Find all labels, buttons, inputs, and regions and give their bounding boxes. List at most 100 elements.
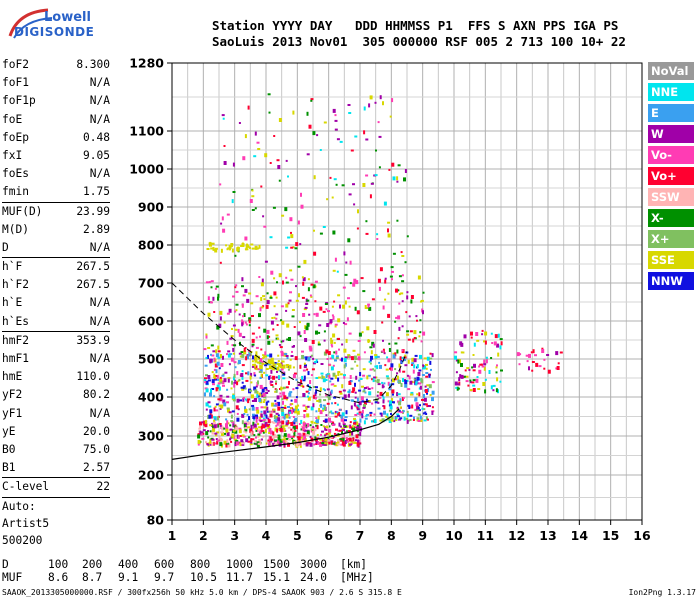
echo-point: [215, 434, 218, 437]
echo-point: [219, 310, 223, 315]
echo-point: [404, 169, 407, 173]
echo-point: [371, 378, 374, 381]
echo-point: [394, 352, 397, 357]
echo-point: [233, 425, 236, 428]
echo-point: [355, 439, 357, 442]
echo-point: [287, 412, 290, 417]
echo-point: [319, 441, 322, 444]
echo-point: [261, 278, 264, 283]
echo-point: [391, 270, 394, 273]
echo-point: [472, 388, 476, 392]
echo-point: [271, 421, 274, 423]
echo-point: [291, 345, 295, 348]
echo-point: [326, 388, 330, 391]
echo-point: [214, 375, 218, 377]
echo-point: [244, 236, 248, 241]
echo-point: [377, 391, 379, 394]
echo-point: [497, 389, 499, 394]
echo-point: [211, 388, 215, 390]
y-tick-label: 200: [138, 468, 164, 483]
echo-point: [358, 413, 362, 416]
echo-point: [251, 195, 255, 198]
echo-point: [273, 419, 276, 422]
echo-point: [339, 140, 343, 143]
echo-point: [214, 432, 218, 435]
echo-point: [249, 199, 253, 203]
echo-point: [424, 411, 427, 414]
echo-point: [231, 344, 234, 347]
echo-point: [277, 165, 281, 169]
echo-point: [475, 332, 479, 336]
echo-point: [326, 395, 329, 398]
echo-point: [422, 291, 425, 294]
echo-point: [379, 391, 383, 396]
echo-point: [237, 246, 240, 251]
echo-point: [367, 303, 370, 308]
echo-point: [278, 423, 281, 428]
echo-point: [263, 410, 267, 415]
echo-point: [291, 309, 295, 311]
echo-point: [324, 303, 328, 305]
echo-point: [343, 358, 347, 362]
echo-point: [351, 390, 355, 393]
echo-point: [383, 352, 386, 355]
echo-point: [204, 379, 206, 382]
echo-point: [297, 404, 300, 407]
echo-point: [365, 220, 368, 223]
echo-point: [233, 438, 237, 441]
echo-point: [353, 203, 356, 206]
echo-point: [307, 371, 310, 376]
echo-point: [246, 243, 248, 246]
echo-point: [308, 124, 312, 129]
param-name: hmF1: [2, 352, 29, 365]
echo-point: [382, 399, 385, 404]
echo-point: [213, 376, 217, 379]
echo-point: [409, 330, 413, 333]
echo-point: [469, 379, 472, 382]
echo-point: [235, 284, 238, 287]
echo-point: [254, 131, 257, 136]
echo-point: [268, 432, 271, 434]
echo-point: [255, 351, 258, 356]
param-name: foEp: [2, 130, 29, 144]
echo-point: [429, 357, 433, 360]
echo-point: [241, 386, 245, 391]
echo-point: [241, 381, 244, 384]
muf-table-cell: 3000: [300, 558, 327, 571]
echo-point: [494, 334, 498, 339]
echo-point: [270, 410, 273, 413]
echo-point: [241, 243, 245, 247]
echo-point: [460, 363, 463, 367]
echo-point: [272, 421, 276, 424]
echo-point: [391, 278, 393, 281]
echo-point: [234, 366, 237, 369]
echo-point: [361, 385, 364, 388]
echo-point: [245, 431, 248, 434]
echo-point: [260, 373, 263, 378]
echo-point: [284, 404, 287, 407]
muf-table-unit: [MHz]: [340, 571, 374, 584]
echo-point: [216, 361, 220, 366]
echo-point: [413, 378, 416, 381]
echo-point: [352, 387, 356, 392]
echo-point: [410, 391, 414, 394]
echo-point: [310, 295, 313, 298]
echo-point: [346, 425, 349, 428]
echo-point: [310, 426, 314, 429]
echo-point: [321, 442, 325, 445]
echo-point: [350, 380, 353, 383]
x-tick-label: 1: [168, 528, 177, 543]
echo-point: [281, 412, 285, 416]
echo-point: [401, 300, 404, 303]
echo-point: [221, 382, 225, 385]
x-tick-label: 13: [539, 528, 556, 543]
echo-point: [318, 407, 321, 412]
param-name: yF1: [2, 406, 23, 420]
echo-point: [496, 364, 498, 367]
echo-point: [216, 440, 219, 445]
echo-point: [391, 417, 394, 419]
echo-point: [266, 329, 270, 334]
echo-point: [256, 409, 260, 414]
echo-point: [253, 386, 257, 391]
echo-point: [423, 419, 427, 422]
